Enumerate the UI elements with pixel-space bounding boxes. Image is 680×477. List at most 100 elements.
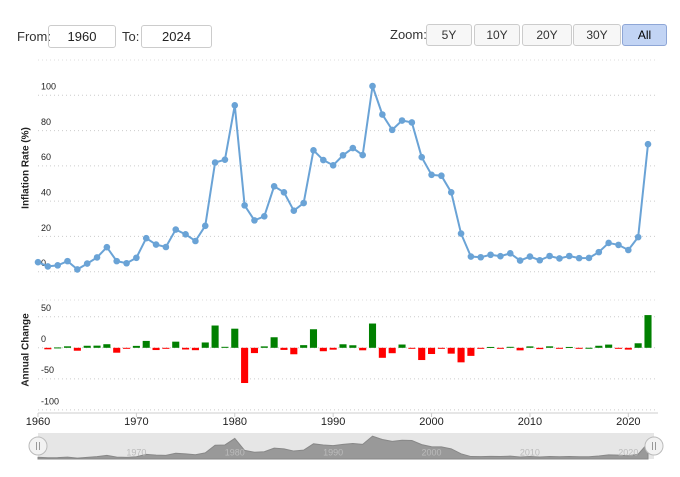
bar xyxy=(54,347,62,349)
zoom-button[interactable]: All xyxy=(622,24,667,46)
point xyxy=(142,234,150,242)
y-axis-label: Annual Change xyxy=(21,313,32,387)
point xyxy=(585,254,593,262)
point xyxy=(133,254,140,262)
bar xyxy=(339,344,347,348)
bar xyxy=(398,344,406,348)
zoom-button[interactable]: 30Y xyxy=(573,24,621,46)
bar xyxy=(73,347,81,351)
point xyxy=(565,252,573,260)
bar xyxy=(152,347,160,351)
point xyxy=(438,172,445,180)
point xyxy=(379,111,386,118)
zoom-button[interactable]: 10Y xyxy=(474,24,520,46)
bar xyxy=(63,346,72,348)
bar xyxy=(585,347,593,349)
zoom-button[interactable]: 5Y xyxy=(426,24,472,46)
point xyxy=(93,254,101,261)
bar xyxy=(428,347,436,355)
bar xyxy=(211,325,219,348)
bar xyxy=(113,347,121,353)
point xyxy=(34,258,42,266)
to-input[interactable]: 2024 xyxy=(141,25,212,48)
zoom-label: Zoom: xyxy=(390,27,427,42)
point xyxy=(260,213,268,220)
point xyxy=(447,189,455,196)
point xyxy=(497,252,504,260)
point xyxy=(595,248,603,256)
bar xyxy=(260,346,268,348)
bar xyxy=(634,343,642,348)
point xyxy=(644,140,652,148)
x-tick-label: 1960 xyxy=(26,416,50,428)
point xyxy=(172,226,180,233)
point xyxy=(388,126,396,134)
x-tick-label: 1980 xyxy=(223,416,247,428)
zoom-button[interactable]: 20Y xyxy=(522,24,572,46)
y-tick-label: 60 xyxy=(41,152,51,162)
point xyxy=(369,82,376,90)
point xyxy=(428,171,435,179)
bar xyxy=(595,345,603,348)
point xyxy=(123,259,130,267)
point xyxy=(408,119,416,126)
bar xyxy=(103,344,111,348)
point xyxy=(477,253,485,261)
point xyxy=(310,147,317,154)
bar xyxy=(368,323,377,348)
bar xyxy=(359,347,367,351)
navigator-label: 1970 xyxy=(126,447,146,457)
navigator-label: 2010 xyxy=(520,447,540,457)
bar xyxy=(250,347,258,354)
bar xyxy=(565,346,573,348)
point xyxy=(290,207,298,214)
point xyxy=(457,230,465,237)
bar xyxy=(142,340,150,348)
y-tick-label: -50 xyxy=(41,365,54,375)
navigator-handle[interactable] xyxy=(28,436,48,456)
x-tick-label: 1990 xyxy=(321,416,345,428)
bar xyxy=(624,347,632,350)
bar xyxy=(123,347,131,349)
bar xyxy=(83,345,91,348)
point xyxy=(83,260,91,267)
bar xyxy=(191,347,199,351)
bar xyxy=(526,346,534,348)
bar xyxy=(506,346,514,348)
x-tick-label: 2000 xyxy=(419,416,443,428)
bar xyxy=(447,347,455,354)
point xyxy=(398,117,406,124)
from-label: From: xyxy=(17,29,51,44)
point xyxy=(251,217,258,224)
from-input[interactable]: 1960 xyxy=(48,25,116,48)
bar xyxy=(516,347,524,351)
bar xyxy=(408,347,416,349)
point xyxy=(64,257,71,265)
navigator-label: 2020 xyxy=(618,447,638,457)
point xyxy=(300,199,307,207)
navigator-area xyxy=(37,435,649,460)
to-label: To: xyxy=(122,29,140,44)
bar xyxy=(555,347,563,349)
y-tick-label: 100 xyxy=(41,82,56,92)
y-axis-label: Inflation Rate (%) xyxy=(21,127,32,209)
point xyxy=(605,239,612,247)
y-tick-label: 40 xyxy=(41,188,51,198)
point xyxy=(182,231,189,238)
point xyxy=(556,255,563,262)
point xyxy=(270,183,278,190)
navigator-handle[interactable] xyxy=(644,436,664,456)
bar xyxy=(536,347,544,350)
bar xyxy=(467,347,475,356)
point xyxy=(162,243,170,251)
y-tick-label: 80 xyxy=(41,117,51,127)
point xyxy=(546,252,553,260)
point xyxy=(526,253,534,260)
bar xyxy=(231,328,239,348)
point xyxy=(516,257,524,264)
bar xyxy=(241,347,249,384)
point xyxy=(329,162,337,169)
point xyxy=(44,263,52,270)
y-tick-label: 0 xyxy=(41,334,46,344)
